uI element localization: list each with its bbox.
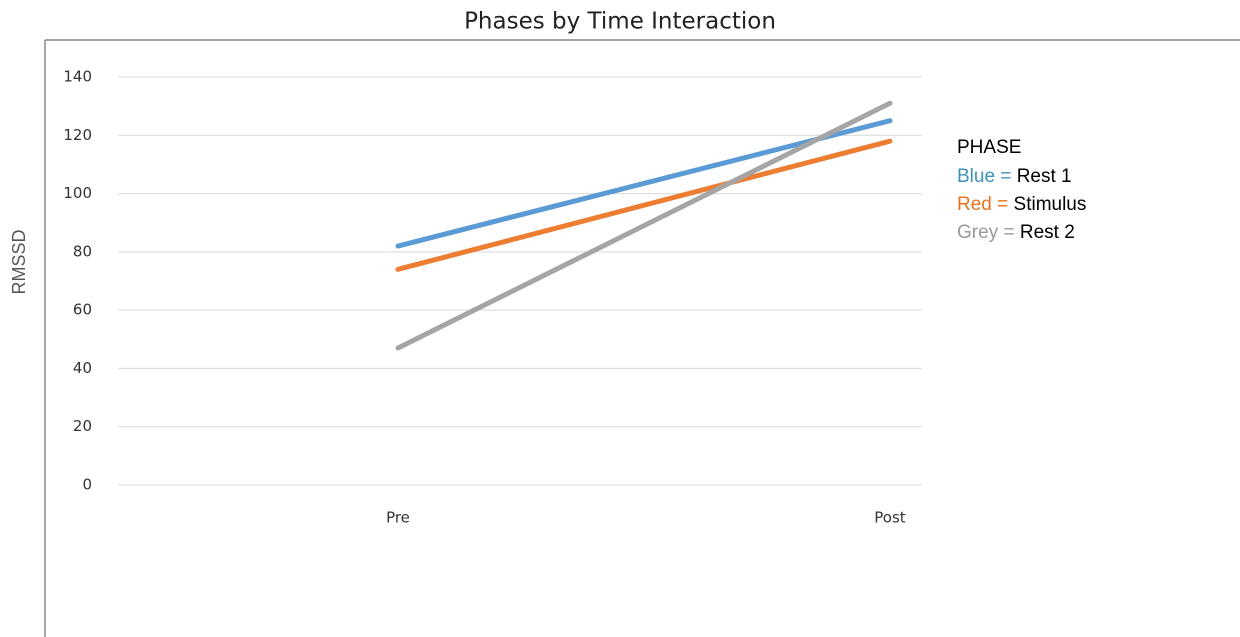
legend-name: Rest 2 xyxy=(1020,222,1075,243)
chart-title: Phases by Time Interaction xyxy=(464,9,776,35)
y-tick-label: 60 xyxy=(73,301,92,319)
y-tick-label: 80 xyxy=(73,242,92,260)
y-axis-label: RMSSD xyxy=(9,229,29,294)
line xyxy=(395,100,893,351)
legend-color-label: Red = xyxy=(957,194,1008,215)
y-tick-label: 140 xyxy=(63,68,92,86)
legend-name: Rest 1 xyxy=(1017,166,1072,187)
y-tick-label: 20 xyxy=(73,417,92,435)
legend-entry: Blue = Rest 1 xyxy=(957,166,1072,187)
legend-color-label: Grey = xyxy=(957,222,1015,243)
legend-color-label: Blue = xyxy=(957,166,1011,187)
x-tick-label: Post xyxy=(874,509,906,527)
legend-entry: Grey = Rest 2 xyxy=(957,222,1075,243)
y-tick-label: 40 xyxy=(73,359,92,377)
legend-name: Stimulus xyxy=(1014,194,1087,215)
legend-title: PHASE xyxy=(957,137,1021,158)
y-tick-label: 120 xyxy=(63,126,92,144)
y-tick-label: 0 xyxy=(82,476,92,494)
line xyxy=(395,138,893,272)
x-tick-label: Pre xyxy=(386,509,410,527)
y-tick-label: 100 xyxy=(63,184,92,202)
legend-entry: Red = Stimulus xyxy=(957,194,1086,215)
